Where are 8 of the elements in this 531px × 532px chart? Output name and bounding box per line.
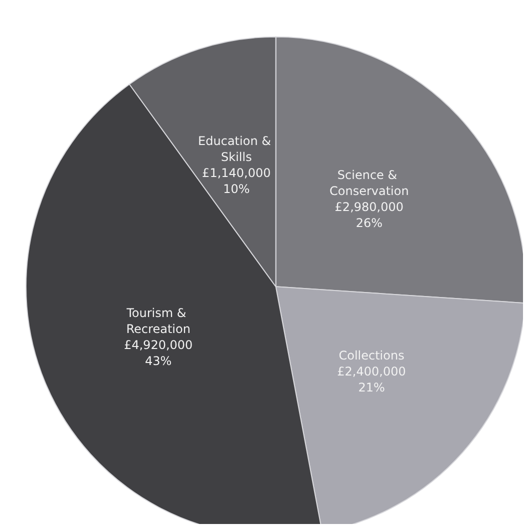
- slice-label: Education & Skills: [198, 134, 275, 164]
- data-label: £2,400,000 21%: [337, 364, 406, 394]
- data-label: £4,920,000 43%: [124, 338, 193, 368]
- slice-label: Collections: [338, 348, 404, 362]
- data-label: £2,980,000 26%: [334, 200, 404, 230]
- slice-label: Science & Conservation: [329, 168, 409, 198]
- data-label: £1,140,000 10%: [202, 166, 271, 196]
- slice-label: Tourism & Recreation: [126, 306, 190, 336]
